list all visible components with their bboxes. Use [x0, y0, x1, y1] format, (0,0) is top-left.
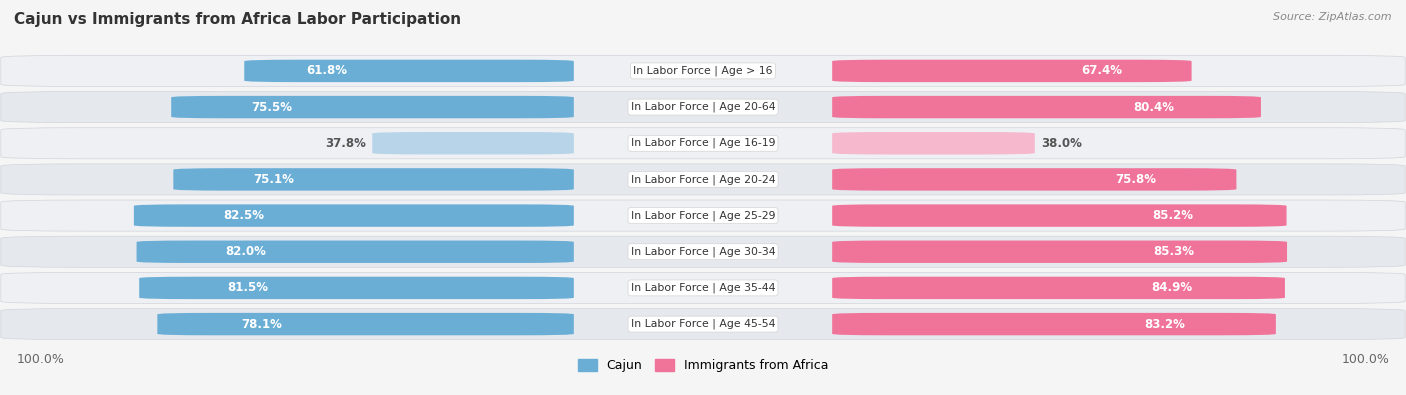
FancyBboxPatch shape — [134, 204, 574, 227]
Text: 78.1%: 78.1% — [240, 318, 281, 331]
FancyBboxPatch shape — [832, 132, 1035, 154]
Text: 81.5%: 81.5% — [228, 281, 269, 294]
Text: In Labor Force | Age 30-34: In Labor Force | Age 30-34 — [631, 246, 775, 257]
Text: 38.0%: 38.0% — [1042, 137, 1083, 150]
FancyBboxPatch shape — [1, 128, 1405, 159]
Text: 85.3%: 85.3% — [1153, 245, 1194, 258]
Text: 37.8%: 37.8% — [325, 137, 366, 150]
FancyBboxPatch shape — [139, 277, 574, 299]
FancyBboxPatch shape — [832, 96, 1261, 118]
FancyBboxPatch shape — [173, 168, 574, 191]
Text: In Labor Force | Age > 16: In Labor Force | Age > 16 — [633, 66, 773, 76]
Text: 80.4%: 80.4% — [1133, 101, 1174, 114]
FancyBboxPatch shape — [832, 241, 1286, 263]
FancyBboxPatch shape — [1, 200, 1405, 231]
FancyBboxPatch shape — [1, 92, 1405, 122]
FancyBboxPatch shape — [832, 313, 1275, 335]
FancyBboxPatch shape — [373, 132, 574, 154]
Text: 75.8%: 75.8% — [1115, 173, 1156, 186]
Text: 75.5%: 75.5% — [252, 101, 292, 114]
Text: 83.2%: 83.2% — [1144, 318, 1185, 331]
Text: 84.9%: 84.9% — [1152, 281, 1192, 294]
Text: In Labor Force | Age 45-54: In Labor Force | Age 45-54 — [631, 319, 775, 329]
FancyBboxPatch shape — [1, 236, 1405, 267]
FancyBboxPatch shape — [1, 273, 1405, 303]
FancyBboxPatch shape — [832, 277, 1285, 299]
FancyBboxPatch shape — [832, 168, 1236, 191]
Text: 82.0%: 82.0% — [225, 245, 266, 258]
Text: 85.2%: 85.2% — [1153, 209, 1194, 222]
FancyBboxPatch shape — [157, 313, 574, 335]
FancyBboxPatch shape — [136, 241, 574, 263]
FancyBboxPatch shape — [172, 96, 574, 118]
FancyBboxPatch shape — [1, 55, 1405, 87]
Text: Cajun vs Immigrants from Africa Labor Participation: Cajun vs Immigrants from Africa Labor Pa… — [14, 12, 461, 27]
Text: In Labor Force | Age 20-64: In Labor Force | Age 20-64 — [631, 102, 775, 112]
FancyBboxPatch shape — [832, 204, 1286, 227]
Text: 75.1%: 75.1% — [253, 173, 294, 186]
Text: 67.4%: 67.4% — [1081, 64, 1122, 77]
FancyBboxPatch shape — [832, 60, 1192, 82]
Text: In Labor Force | Age 35-44: In Labor Force | Age 35-44 — [631, 283, 775, 293]
Text: In Labor Force | Age 20-24: In Labor Force | Age 20-24 — [631, 174, 775, 185]
Text: 61.8%: 61.8% — [307, 64, 347, 77]
Text: In Labor Force | Age 25-29: In Labor Force | Age 25-29 — [631, 210, 775, 221]
Text: In Labor Force | Age 16-19: In Labor Force | Age 16-19 — [631, 138, 775, 149]
Legend: Cajun, Immigrants from Africa: Cajun, Immigrants from Africa — [572, 354, 834, 377]
FancyBboxPatch shape — [1, 164, 1405, 195]
FancyBboxPatch shape — [1, 308, 1405, 340]
Text: 82.5%: 82.5% — [224, 209, 264, 222]
Text: Source: ZipAtlas.com: Source: ZipAtlas.com — [1274, 12, 1392, 22]
FancyBboxPatch shape — [245, 60, 574, 82]
